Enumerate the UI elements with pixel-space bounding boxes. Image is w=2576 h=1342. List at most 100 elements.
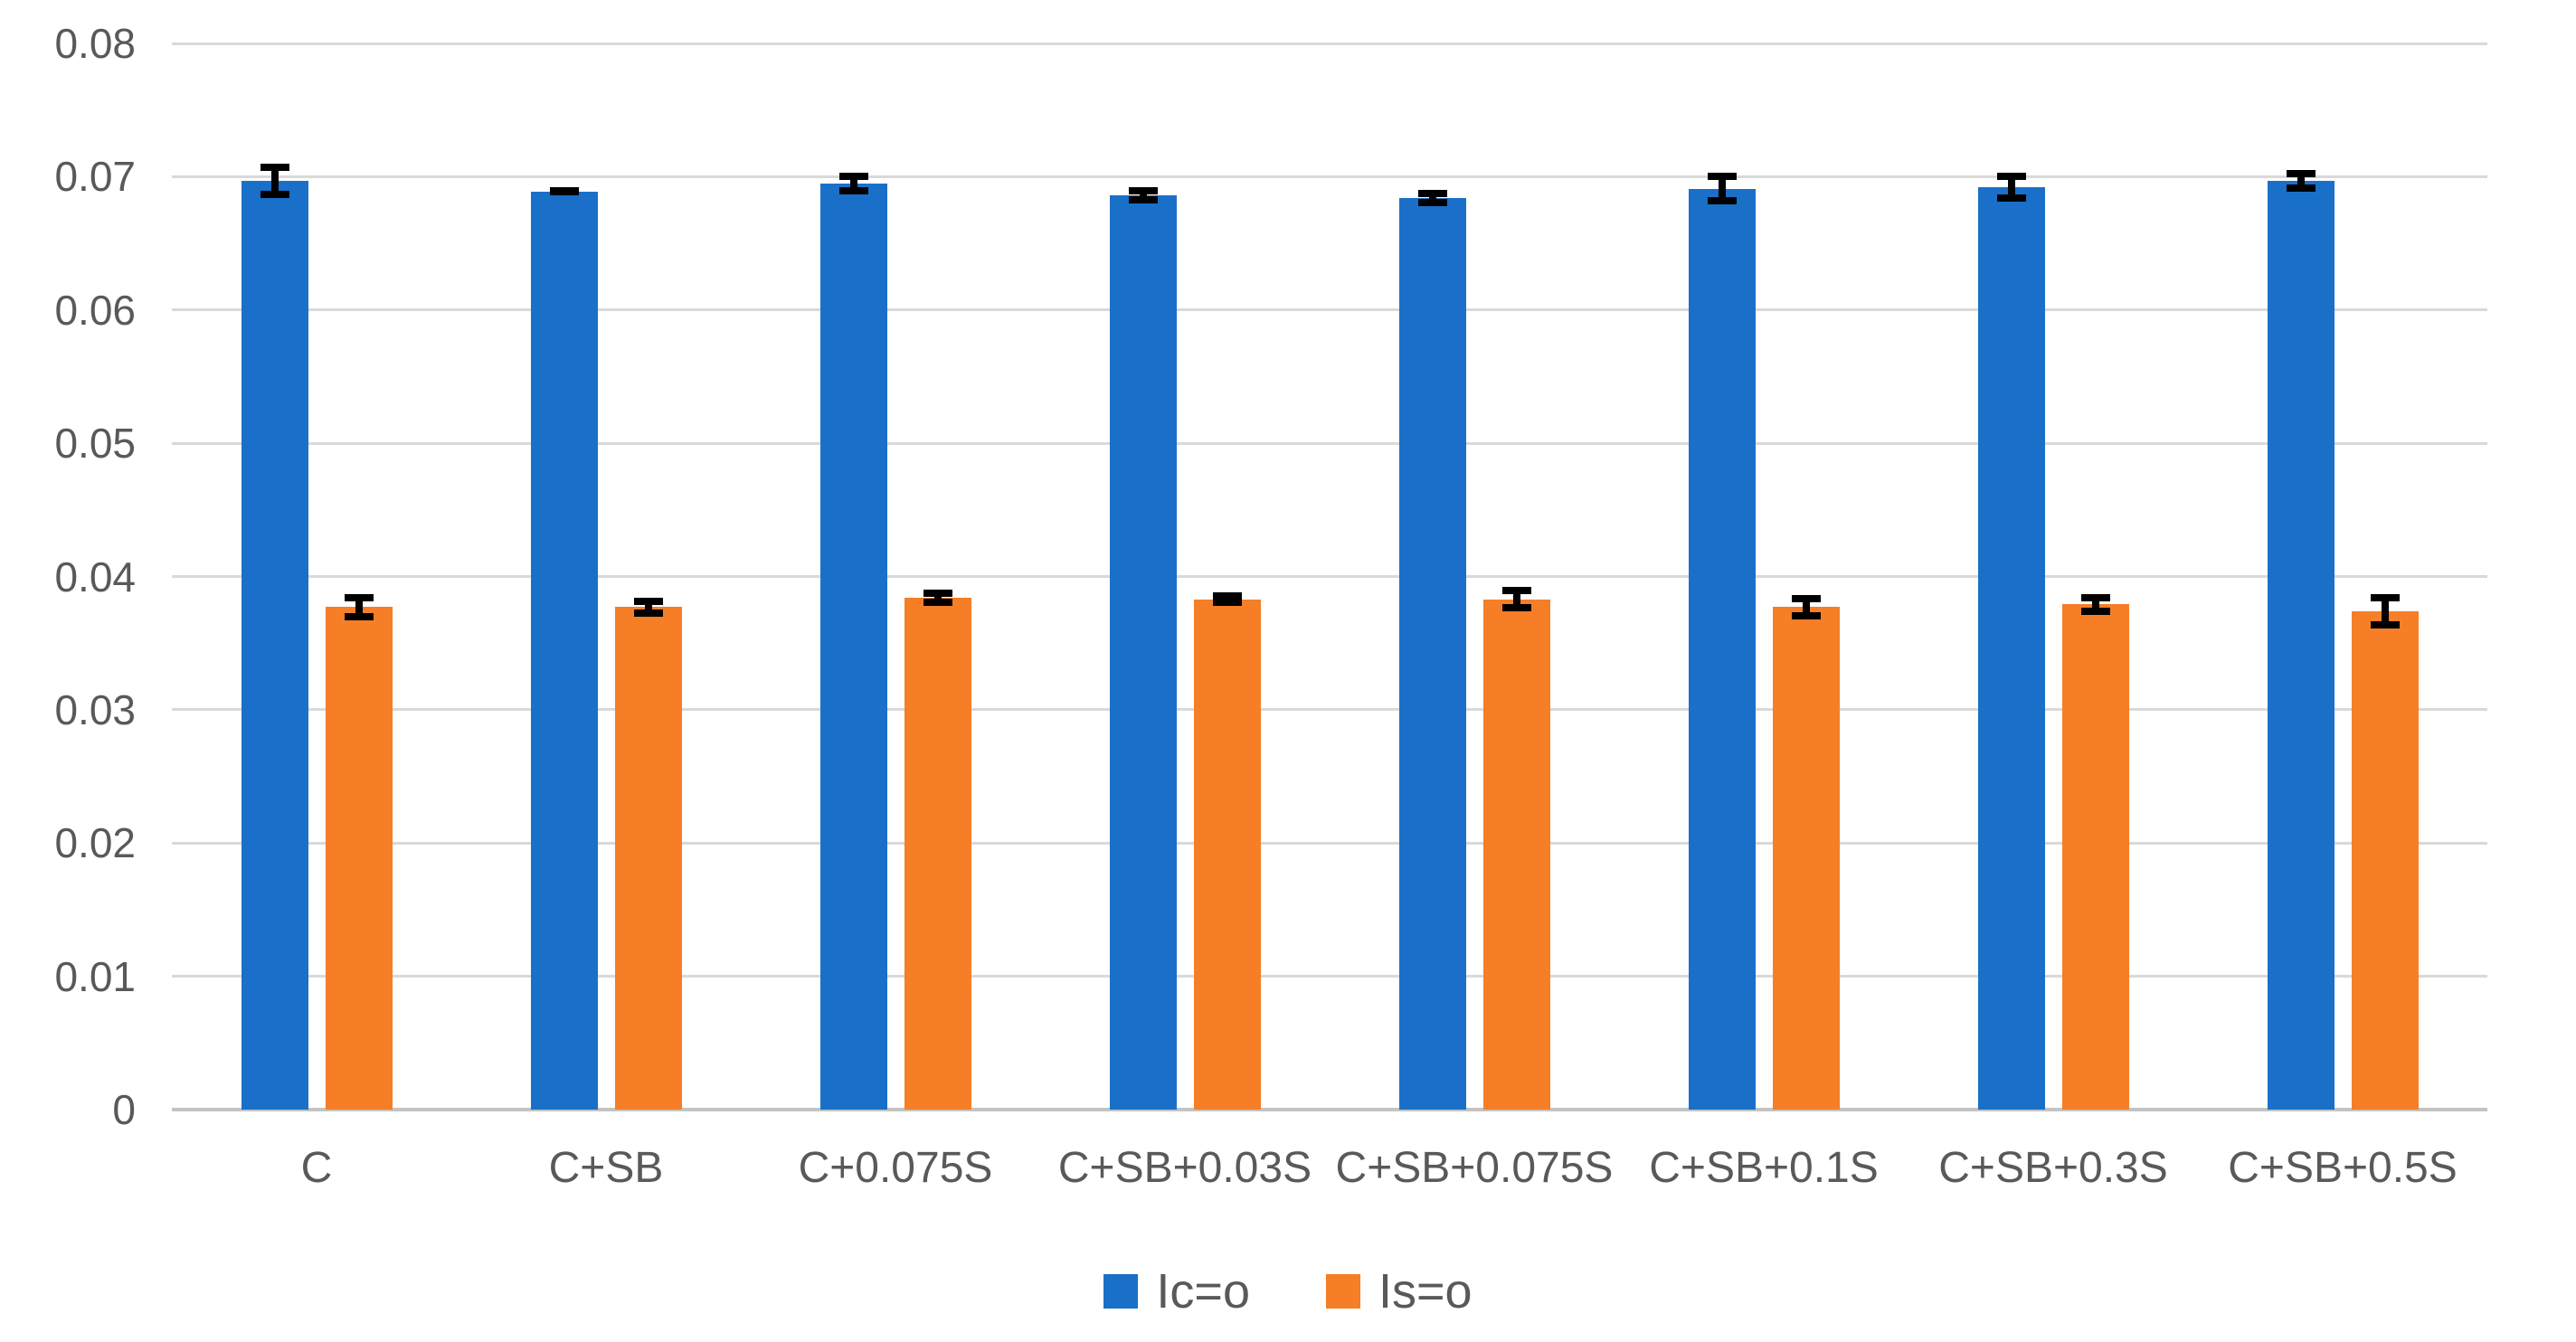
error-bar-stem	[270, 163, 279, 198]
error-bar	[1791, 595, 1821, 619]
legend-item-is-o: Is=o	[1326, 1262, 1473, 1320]
gridline	[172, 175, 2487, 178]
error-bar-cap-bot	[1501, 603, 1531, 611]
x-tick-label: C+SB	[548, 1144, 664, 1192]
bar-is-o	[1772, 595, 1840, 1110]
error-bar-cap-bot	[1707, 197, 1737, 205]
bar-is-o	[2061, 593, 2129, 1110]
bar-is-o	[2351, 593, 2419, 1110]
bar-group	[2198, 43, 2487, 1110]
error-bar-cap-bot	[2286, 184, 2316, 192]
error-bar-cap-bot	[838, 186, 868, 194]
x-tick-label: C+SB+0.5S	[2228, 1144, 2458, 1192]
bar-group	[1330, 43, 1619, 1110]
error-bar-cap-bot	[260, 190, 289, 198]
error-bar-stem	[644, 598, 652, 617]
gridline	[172, 708, 2487, 712]
error-bar	[838, 172, 868, 194]
x-tick-label: C+SB+0.075S	[1335, 1144, 1614, 1192]
bar-ic-o	[1109, 187, 1177, 1110]
bar-ic-o	[530, 187, 598, 1110]
error-bar-stem	[1428, 190, 1436, 206]
error-bar-stem	[2297, 170, 2305, 192]
y-tick-label: 0.07	[54, 153, 136, 201]
y-tick-label: 0.02	[54, 819, 136, 867]
x-tick-label: C+SB+0.1S	[1649, 1144, 1879, 1192]
gridline	[172, 575, 2487, 578]
gridline	[172, 308, 2487, 312]
x-axis-line	[172, 1108, 2487, 1111]
bar-is-o	[614, 598, 682, 1110]
error-bar	[1128, 187, 1158, 203]
error-bar-cap-bot	[1128, 195, 1158, 203]
gridline	[172, 42, 2487, 45]
x-tick-label: C+0.075S	[798, 1144, 993, 1192]
bar-ic-o	[819, 172, 887, 1110]
x-tick-label: C	[300, 1144, 333, 1192]
error-bar	[549, 187, 579, 196]
error-bar	[1212, 592, 1242, 606]
y-tick-label: 0.04	[54, 553, 136, 600]
y-tick-label: 0.01	[54, 952, 136, 1000]
bar-ic-o	[241, 163, 308, 1110]
error-bar-cap-bot	[1212, 598, 1242, 606]
error-bar	[344, 593, 374, 621]
bar-group	[461, 43, 751, 1110]
x-tick-label: C+SB+0.3S	[1938, 1144, 2168, 1192]
error-bar-stem	[355, 593, 363, 621]
legend-item-ic-o: Ic=o	[1103, 1262, 1250, 1320]
error-bar-stem	[2007, 172, 2015, 203]
gridline	[172, 975, 2487, 978]
bar-is-o	[325, 593, 393, 1110]
error-bar	[1501, 587, 1531, 611]
bar-group	[1619, 43, 1908, 1110]
error-bar-cap-bot	[549, 188, 579, 196]
x-tick-label: C+SB+0.03S	[1057, 1144, 1312, 1192]
error-bar-stem	[933, 590, 942, 606]
error-bar	[2286, 170, 2316, 192]
error-bar	[633, 598, 663, 617]
bar-is-o	[1482, 587, 1550, 1110]
error-bar-cap-bot	[344, 613, 374, 621]
bar-groups	[172, 43, 2487, 1110]
error-bar-cap-bot	[1791, 611, 1821, 619]
error-bar-cap-bot	[2080, 608, 2110, 616]
legend-swatch-ic-o	[1103, 1274, 1139, 1309]
error-bar	[260, 163, 289, 198]
error-bar-cap-bot	[1417, 198, 1447, 206]
error-bar-stem	[2091, 593, 2099, 616]
y-axis-labels: 0.08 0.07 0.06 0.05 0.04 0.03 0.02 0.01 0	[0, 0, 145, 1342]
error-bar-stem	[1512, 587, 1520, 611]
x-axis-labels: C C+SB C+0.075S C+SB+0.03S C+SB+0.075S C+SB+0…	[172, 1141, 2487, 1196]
y-tick-label: 0.06	[54, 286, 136, 334]
bar-ic-o	[1688, 172, 1756, 1110]
legend: Ic=o Is=o	[0, 1262, 2576, 1320]
error-bar-cap-bot	[2370, 620, 2400, 628]
bar-group	[751, 43, 1040, 1110]
bar-ic-o	[1977, 172, 2045, 1110]
error-bar	[1996, 172, 2026, 203]
error-bar	[1417, 190, 1447, 206]
error-bar	[1707, 172, 1737, 205]
error-bar-stem	[1139, 187, 1147, 203]
y-tick-label: 0.03	[54, 685, 136, 733]
gridline	[172, 841, 2487, 845]
error-bar-stem	[2381, 593, 2389, 628]
bar-group	[1908, 43, 2198, 1110]
error-bar-cap-bot	[923, 598, 952, 606]
gridline	[172, 441, 2487, 445]
legend-label-is-o: Is=o	[1378, 1264, 1473, 1318]
error-bar	[2080, 593, 2110, 616]
bar-group	[1040, 43, 1330, 1110]
bar-is-o	[1193, 592, 1261, 1110]
error-bar-stem	[1802, 595, 1810, 619]
bar-ic-o	[1398, 190, 1466, 1110]
plot-area	[172, 42, 2487, 1111]
error-bar-cap-bot	[633, 609, 663, 617]
legend-swatch-is-o	[1326, 1274, 1360, 1309]
error-bar-stem	[849, 172, 857, 194]
y-tick-label: 0.05	[54, 420, 136, 468]
error-bar-stem	[1718, 172, 1726, 205]
error-bar-cap-bot	[1996, 194, 2026, 203]
